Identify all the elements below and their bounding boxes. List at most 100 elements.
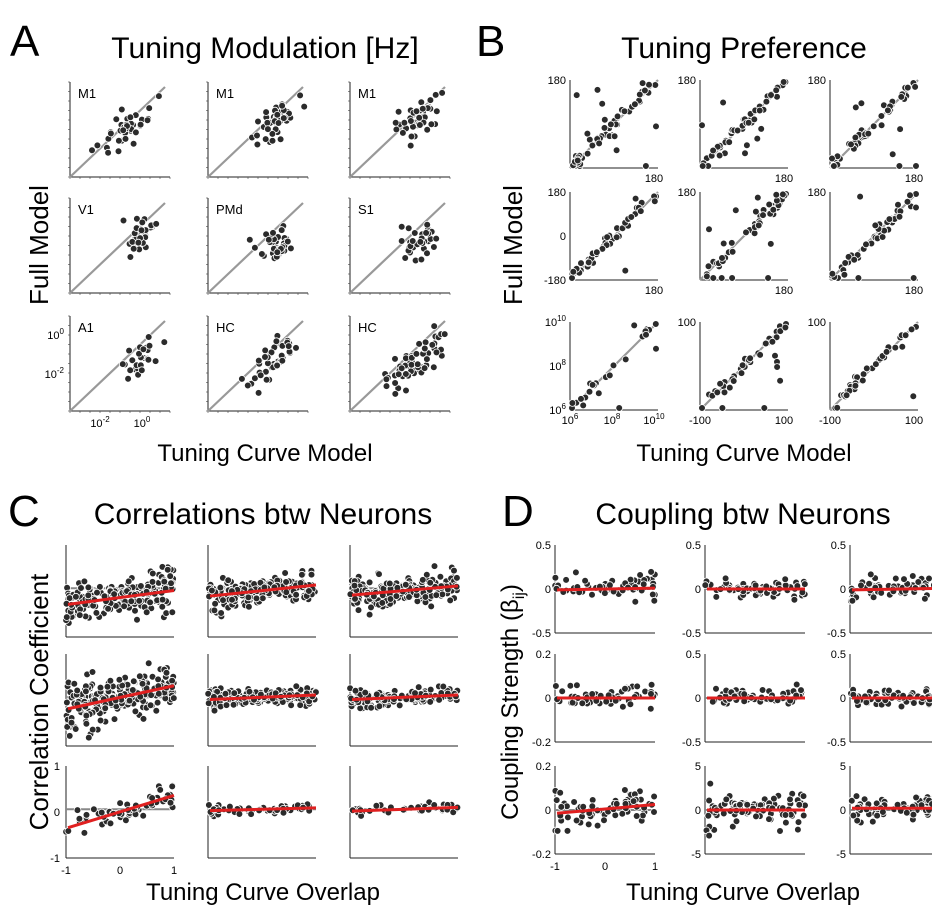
xlabel-b: Tuning Curve Model — [636, 440, 851, 467]
data-point — [146, 598, 154, 607]
data-point — [139, 811, 148, 820]
data-point — [564, 813, 572, 822]
x-tick-label: 106 — [562, 412, 579, 427]
data-point — [300, 102, 309, 111]
data-point — [244, 381, 252, 390]
data-point — [631, 194, 640, 203]
area-label: S1 — [358, 202, 374, 217]
data-point — [149, 569, 157, 578]
data-point — [742, 228, 750, 237]
data-point — [153, 698, 162, 707]
data-point — [592, 248, 601, 257]
data-point — [642, 162, 650, 170]
data-point — [600, 115, 609, 124]
y-tick-label: 0 — [560, 231, 566, 243]
data-point — [860, 795, 869, 803]
data-point — [106, 819, 115, 828]
data-point — [572, 91, 581, 99]
data-point — [422, 570, 431, 579]
data-point — [375, 702, 384, 710]
subplot-d-6: 0.5 0 -0.5 — [827, 649, 932, 749]
data-point — [698, 121, 706, 130]
x-tick-label: 180 — [775, 285, 793, 297]
y-tick-label: 5 — [695, 761, 701, 773]
data-point — [401, 254, 410, 262]
data-point — [63, 613, 71, 621]
y-tick-label: 0 — [840, 584, 846, 596]
y-tick-label: 180 — [808, 187, 826, 199]
data-point — [129, 140, 138, 148]
data-point — [367, 603, 375, 612]
data-point — [158, 595, 167, 604]
data-point — [632, 812, 641, 820]
data-point — [828, 154, 836, 163]
y-tick-label: 180 — [548, 75, 566, 87]
y-tick-label: -0.5 — [827, 628, 846, 640]
subplot-c-8 — [205, 766, 317, 859]
data-point — [729, 377, 738, 385]
data-point — [842, 391, 851, 400]
data-point — [287, 244, 295, 253]
data-point — [162, 668, 171, 677]
data-point — [578, 699, 587, 708]
data-point — [253, 131, 261, 140]
data-point — [903, 83, 912, 92]
data-point — [401, 580, 410, 589]
data-point — [572, 568, 580, 577]
y-tick-label: 180 — [808, 75, 826, 87]
data-point — [395, 701, 404, 710]
data-point — [636, 207, 645, 215]
y-tick-label: 0 — [695, 584, 701, 596]
subplot-b-3: 180 180 — [808, 75, 924, 185]
data-point — [82, 811, 91, 819]
data-point — [703, 272, 711, 281]
data-point — [405, 593, 413, 601]
data-point — [862, 240, 870, 249]
data-point — [276, 135, 285, 144]
data-point — [790, 595, 799, 604]
data-point — [252, 594, 261, 603]
data-point — [716, 379, 724, 388]
subplot-a-6: S1 — [348, 197, 451, 295]
data-point — [264, 236, 273, 244]
data-point — [279, 114, 288, 122]
data-point — [279, 808, 288, 817]
data-point — [868, 817, 877, 826]
data-point — [794, 825, 802, 834]
y-tick-label: 0.5 — [686, 540, 701, 552]
data-point — [756, 351, 764, 359]
fit-line — [351, 805, 459, 813]
data-point — [851, 381, 860, 390]
data-point — [163, 565, 172, 574]
data-point — [80, 829, 89, 837]
data-point — [72, 592, 80, 601]
data-point — [891, 343, 900, 352]
data-point — [725, 138, 733, 146]
data-point — [168, 676, 176, 685]
x-tick-label: 180 — [645, 173, 663, 185]
data-point — [429, 363, 438, 372]
data-point — [420, 364, 429, 372]
data-point — [392, 592, 401, 600]
data-point — [895, 213, 904, 221]
data-point — [914, 578, 923, 586]
data-point — [115, 136, 123, 145]
data-point — [430, 243, 438, 251]
y-tick-label: 180 — [548, 187, 566, 199]
subplot-b-1: 180 180 — [548, 75, 664, 185]
data-point — [626, 700, 635, 709]
data-point — [605, 371, 614, 380]
data-point — [721, 574, 730, 583]
data-point — [647, 568, 655, 576]
y-tick-label: 100 — [808, 317, 826, 329]
data-point — [96, 683, 105, 692]
data-point — [210, 606, 219, 615]
data-point — [912, 190, 920, 198]
data-point — [717, 274, 726, 282]
data-point — [121, 135, 130, 143]
data-point — [743, 141, 751, 150]
data-point — [786, 795, 794, 804]
x-tick-label: 180 — [905, 285, 923, 297]
data-point — [776, 827, 784, 835]
data-point — [579, 802, 587, 811]
